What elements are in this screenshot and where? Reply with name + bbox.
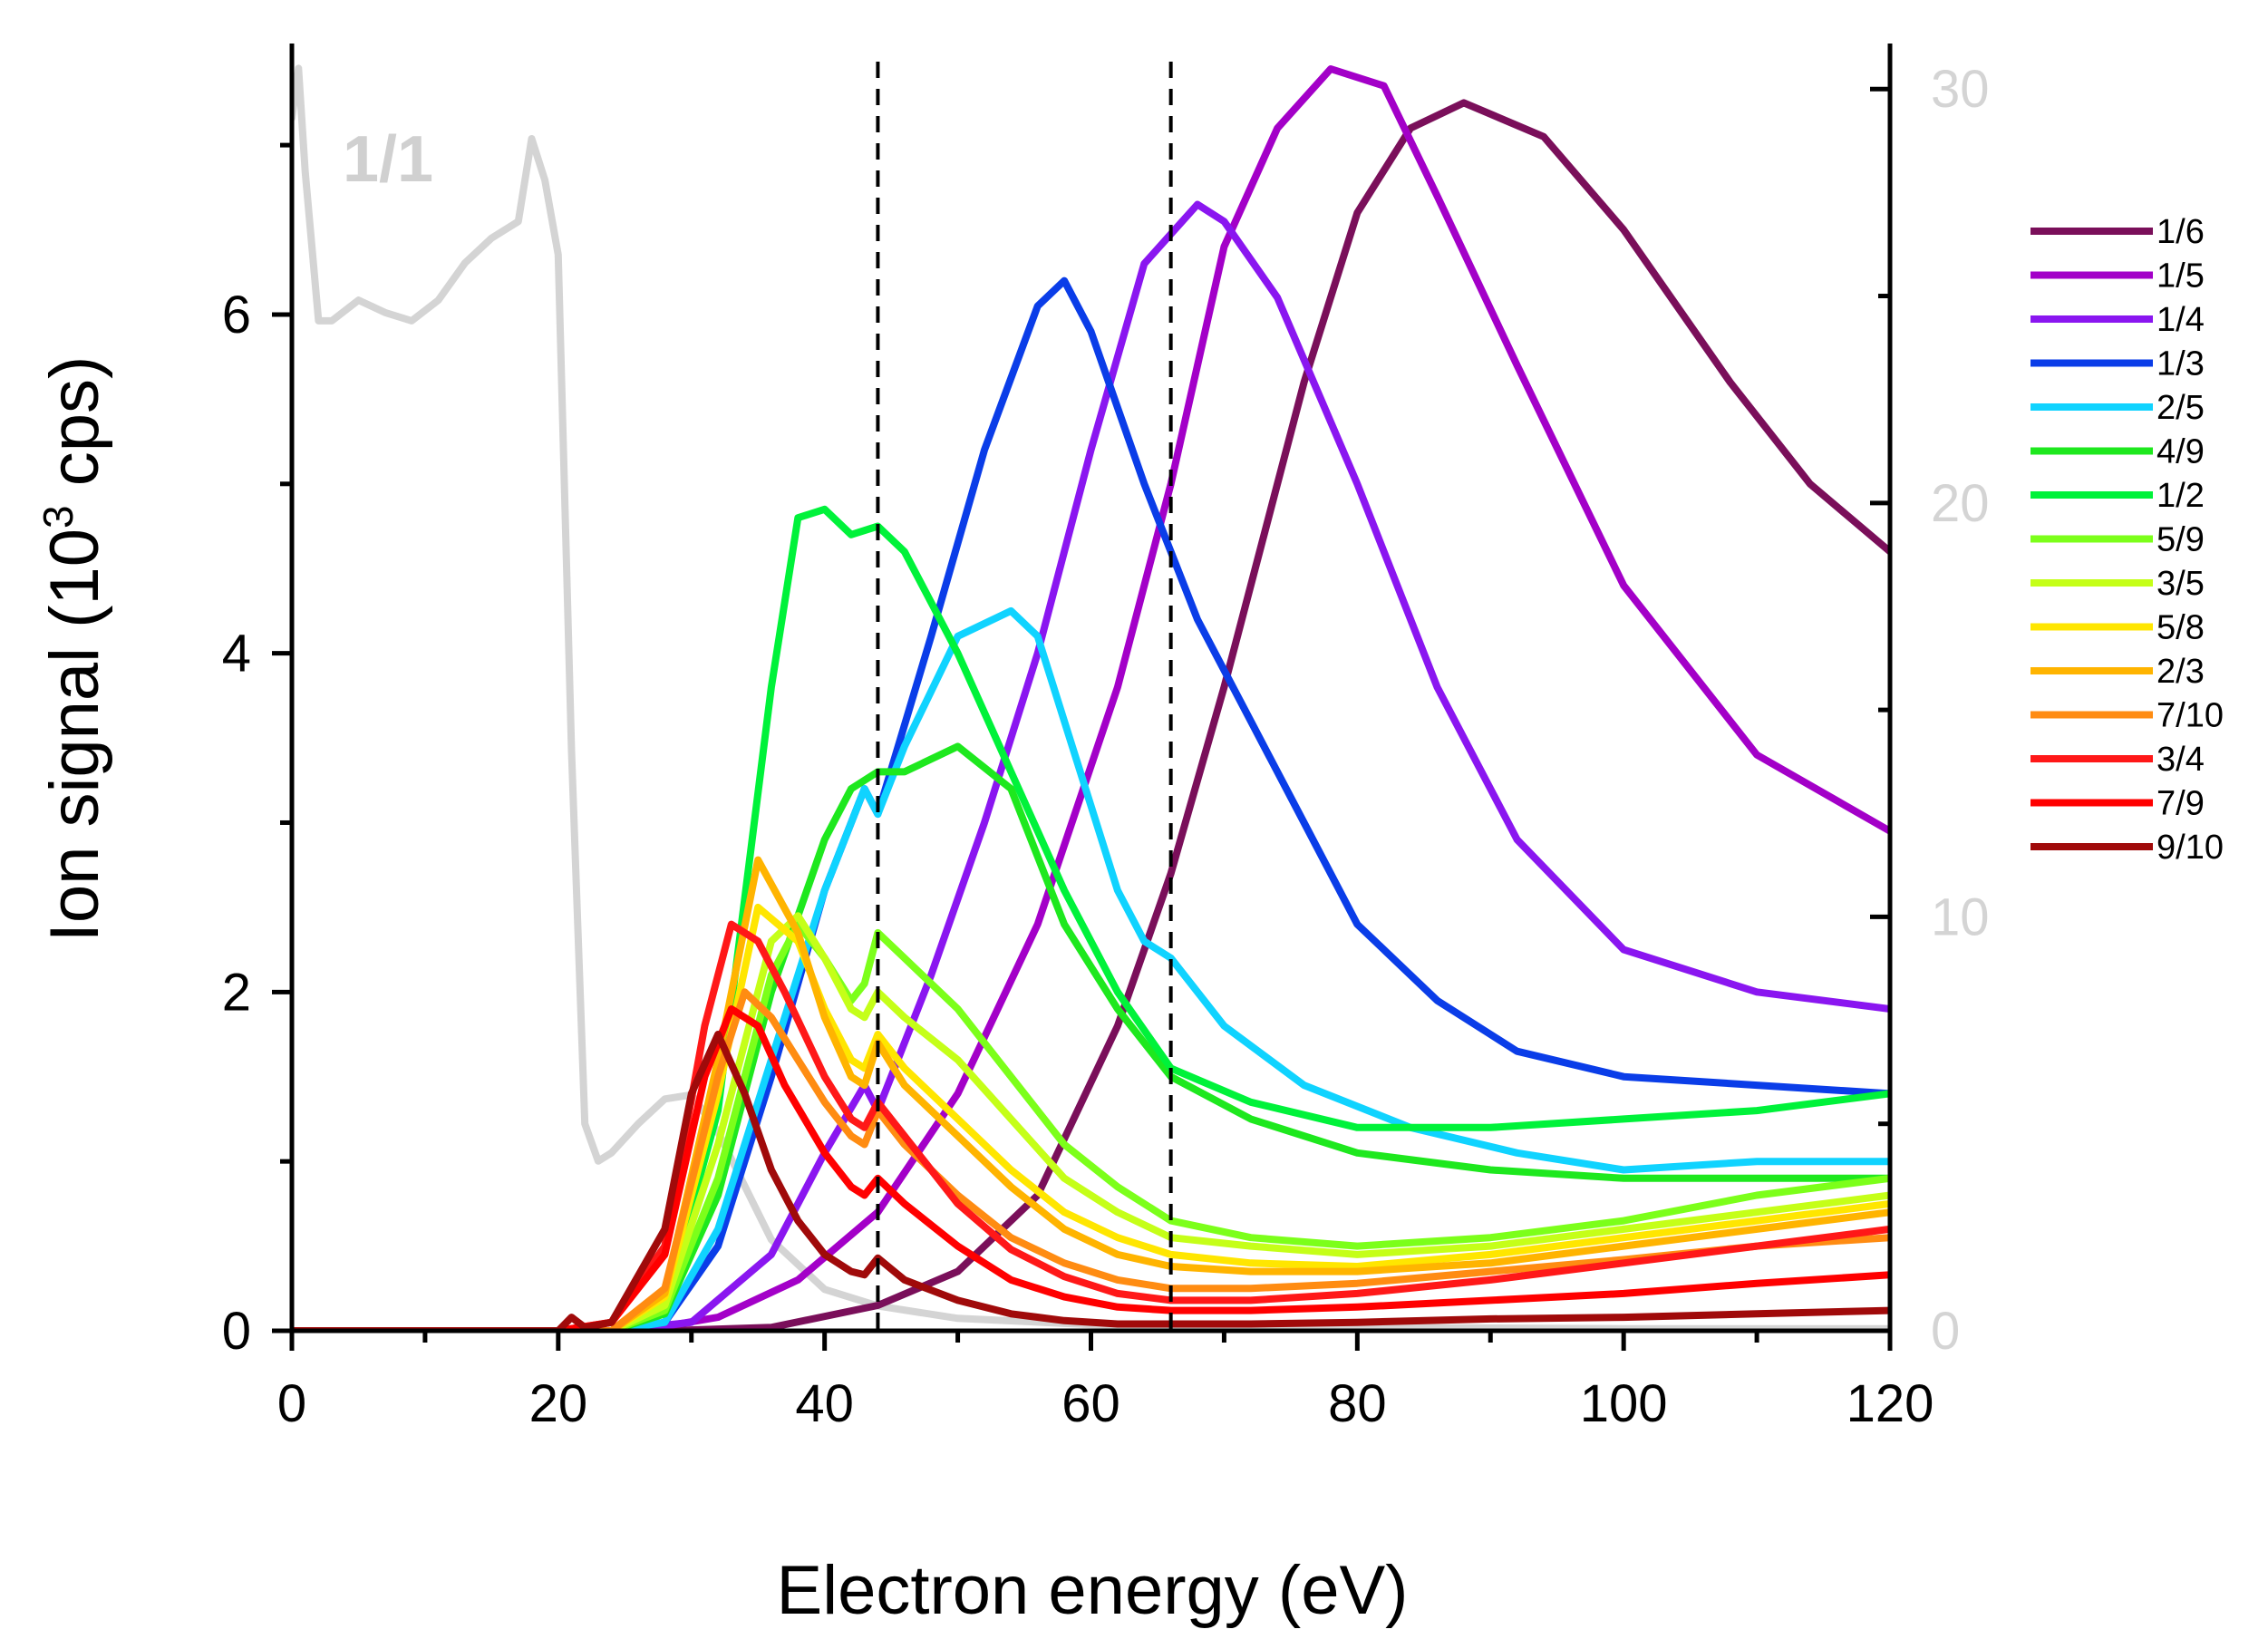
x-tick-label: 80 xyxy=(1328,1374,1387,1433)
legend-label-1-2: 1/2 xyxy=(2157,477,2205,515)
y-tick-label: 4 xyxy=(222,625,251,684)
x-tick-label: 0 xyxy=(277,1374,306,1433)
vertical-dashed-lines xyxy=(876,62,1173,1331)
x-tick-label: 40 xyxy=(795,1374,854,1433)
legend-label-5-9: 5/9 xyxy=(2157,521,2205,559)
y-axis-title-main: Ion signal (10 xyxy=(36,529,113,942)
series-line-5-9 xyxy=(292,920,1890,1331)
series-line-1-1 xyxy=(292,64,1890,1331)
legend-label-7-10: 7/10 xyxy=(2157,697,2224,735)
x-tick-label: 20 xyxy=(529,1374,588,1433)
y-right-tick-label: 10 xyxy=(1931,887,1990,946)
x-axis-title: Electron energy (eV) xyxy=(777,1552,1409,1629)
legend-label-1-5: 1/5 xyxy=(2157,257,2205,296)
y-right-tick-label: 30 xyxy=(1931,60,1990,119)
y-axis-title-end: cps) xyxy=(36,356,113,506)
y-right-tick-label: 0 xyxy=(1931,1302,1960,1361)
legend: 1/6 1/5 1/4 1/3 2/5 4/9 1/2 5/9 3/5 5/8 2/3 7/10 3/4… xyxy=(2031,213,2224,867)
series-line-9-10 xyxy=(292,1031,1890,1331)
annotation-label: 1/1 xyxy=(343,123,433,196)
legend-label-7-9: 7/9 xyxy=(2157,785,2205,823)
y-right-tick-label: 20 xyxy=(1931,474,1990,533)
series-line-3-5 xyxy=(292,912,1890,1331)
legend-label-2-5: 2/5 xyxy=(2157,389,2205,427)
legend-label-2-3: 2/3 xyxy=(2157,653,2205,691)
legend-label-4-9: 4/9 xyxy=(2157,433,2205,471)
legend-label-1-6: 1/6 xyxy=(2157,213,2205,251)
x-tick-label: 60 xyxy=(1061,1374,1120,1433)
legend-label-1-3: 1/3 xyxy=(2157,345,2205,383)
y-tick-label: 2 xyxy=(222,963,251,1022)
y-tick-label: 0 xyxy=(222,1302,251,1361)
legend-label-9-10: 9/10 xyxy=(2157,829,2224,867)
legend-label-5-8: 5/8 xyxy=(2157,609,2205,647)
x-tick-label: 100 xyxy=(1580,1374,1668,1433)
legend-label-1-4: 1/4 xyxy=(2157,301,2205,339)
x-tick-label: 120 xyxy=(1846,1374,1934,1433)
y-axis-title: Ion signal (103 cps) xyxy=(34,356,113,943)
legend-label-3-4: 3/4 xyxy=(2157,741,2205,779)
legend-label-3-5: 3/5 xyxy=(2157,565,2205,603)
y-axis-title-sup: 3 xyxy=(34,505,82,529)
y-tick-label: 6 xyxy=(222,286,251,344)
